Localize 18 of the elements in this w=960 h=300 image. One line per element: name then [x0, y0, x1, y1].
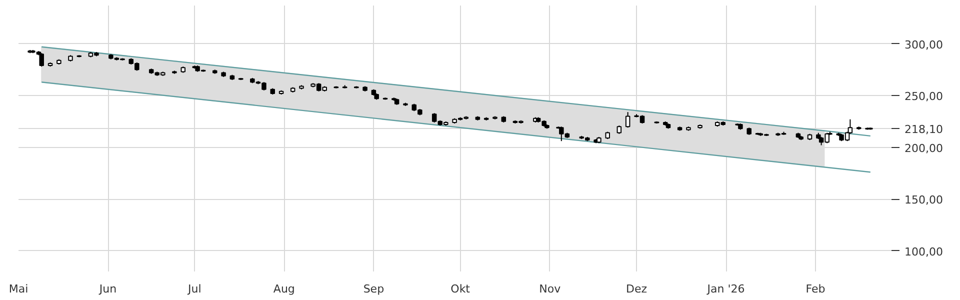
x-tick-label: Okt — [450, 282, 471, 296]
y-tick-label: 100,00 — [904, 245, 943, 258]
y-tick-label: 300,00 — [904, 38, 943, 52]
candlestick — [625, 112, 630, 128]
x-tick-label: Jul — [187, 282, 202, 296]
candlestick — [39, 52, 44, 68]
x-tick-label: Mai — [8, 282, 28, 296]
x-tick-label: Feb — [806, 282, 826, 296]
y-tick-label: 218,10 — [904, 123, 943, 136]
x-tick-label: Sep — [363, 282, 384, 296]
x-tick-label: Aug — [273, 282, 295, 296]
y-tick-label: 150,00 — [904, 194, 943, 207]
y-tick-label: 200,00 — [904, 142, 943, 155]
x-tick-label: Nov — [539, 282, 562, 296]
x-tick-label: Dez — [626, 282, 648, 296]
x-tick-label: Jun — [98, 282, 117, 296]
y-tick-label: 250,00 — [904, 90, 943, 104]
x-tick-label: Jan '26 — [706, 282, 745, 296]
